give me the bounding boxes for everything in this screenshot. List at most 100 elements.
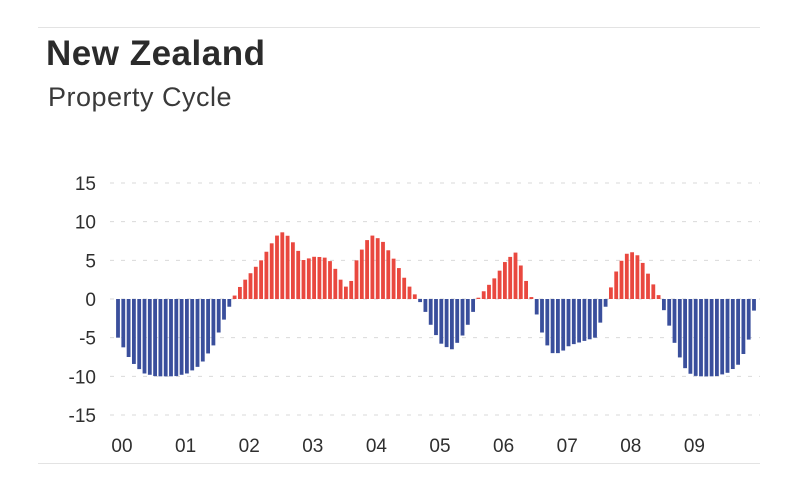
bar-positive [317,256,322,299]
bar-negative [460,299,465,336]
x-tick-label: 00 [111,436,132,457]
chart-subtitle: Property Cycle [48,82,233,112]
chart-title: New Zealand [46,34,266,73]
bar-negative [741,299,746,354]
bar-negative [545,299,550,346]
bar-positive [359,249,364,299]
bar-negative [137,299,142,370]
y-tick-label: -15 [69,406,96,427]
y-axis-ticks: 15 10 5 0 -5 -10 -15 [69,174,96,427]
y-tick-label: 10 [75,213,96,234]
bar-positive [518,265,523,299]
bar-negative [720,299,725,375]
bar-positive [396,268,401,299]
bar-positive [646,273,650,299]
bar-negative [603,299,608,307]
bar-positive [619,260,624,299]
bar-positive [248,273,253,299]
bar-positive [412,294,417,299]
top-rule [38,27,760,28]
bar-negative [598,299,603,323]
bar-positive [306,258,311,299]
bar-negative [667,299,672,326]
bar-negative [550,299,555,354]
x-tick-label: 01 [175,436,196,457]
bar-negative [661,299,666,311]
x-tick-label: 05 [429,436,450,457]
bar-negative [725,299,730,373]
bar-negative [561,299,566,351]
bar-negative [587,299,592,340]
bar-negative [121,299,126,348]
bar-positive [630,252,635,299]
bar-negative [169,299,173,377]
bar-positive [264,251,269,299]
bar-positive [333,268,338,299]
bar-positive [275,235,279,299]
bar-positive [524,280,529,299]
bar-negative [142,299,147,374]
bar-positive [407,286,412,299]
bar-positive [614,271,619,299]
bar-negative [571,299,576,345]
bar-positive [370,235,375,299]
bar-positive [513,252,518,299]
bar-positive [232,295,237,299]
bar-negative [211,299,216,346]
bar-positive [608,287,613,299]
bar-positive [243,279,248,299]
bar-negative [434,299,438,336]
bar-negative [184,299,189,374]
x-tick-label: 07 [557,436,578,457]
bar-positive [476,297,481,299]
y-tick-label: 0 [85,290,96,311]
bar-positive [656,295,661,299]
bar-negative [227,299,232,307]
bar-positive [624,253,629,299]
bar-negative [752,299,756,311]
bar-negative [577,299,582,343]
bar-negative [190,299,195,371]
bar-negative [428,299,433,325]
bar-negative [693,299,698,376]
bar-negative [179,299,184,375]
bar-negative [582,299,587,341]
bar-positive [492,278,497,299]
bar-negative [566,299,571,347]
x-tick-label: 02 [239,436,260,457]
bar-negative [534,299,539,315]
bar-negative [147,299,152,375]
bar-positive [497,270,502,299]
bar-negative [126,299,131,357]
bar-positive [290,242,295,299]
bar-positive [487,284,491,299]
x-tick-label: 04 [366,436,388,457]
bar-series [116,232,756,377]
x-tick-label: 08 [620,436,641,457]
bar-positive [354,260,359,299]
bar-positive [381,241,385,299]
bar-negative [455,299,460,343]
bar-negative [471,299,476,312]
bar-positive [529,297,534,299]
bar-negative [449,299,454,350]
bar-positive [280,232,285,299]
bar-negative [206,299,211,354]
bar-negative [736,299,741,365]
bar-negative [116,299,120,338]
bar-negative [222,299,226,320]
bar-negative [418,299,423,303]
bar-positive [343,286,348,299]
bar-negative [131,299,136,364]
bar-positive [508,256,513,299]
y-tick-label: 5 [85,251,96,272]
bar-negative [153,299,158,377]
bar-positive [481,291,486,299]
bar-positive [640,262,645,299]
bar-positive [651,284,656,299]
bar-negative [688,299,693,374]
bar-positive [502,262,507,299]
bar-negative [677,299,682,358]
bar-positive [237,286,242,299]
bar-positive [259,260,264,299]
